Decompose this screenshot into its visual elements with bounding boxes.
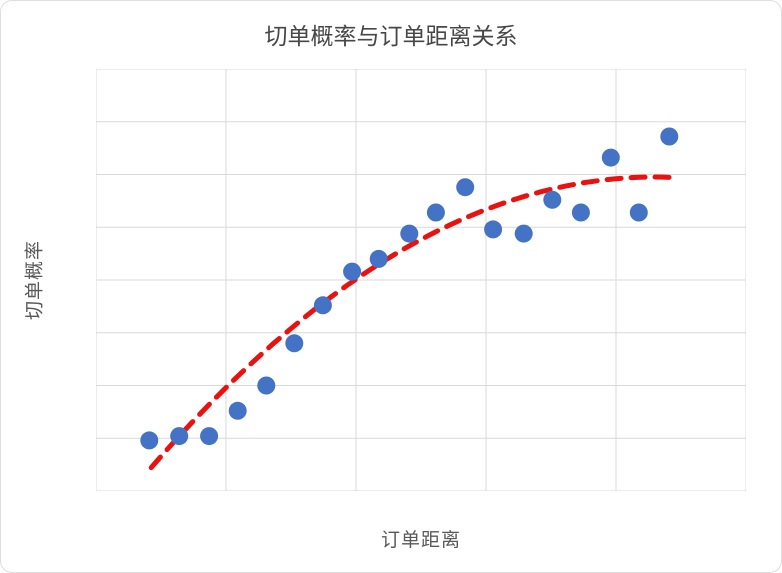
chart-title: 切单概率与订单距离关系 <box>264 23 518 49</box>
x-axis-label: 订单距离 <box>380 530 462 551</box>
y-axis-label: 切单概率 <box>24 239 46 321</box>
scatter-points <box>140 127 679 450</box>
gridlines <box>96 69 746 491</box>
plot-area <box>96 69 746 491</box>
plot-svg <box>96 69 746 491</box>
trend-line <box>148 174 674 471</box>
